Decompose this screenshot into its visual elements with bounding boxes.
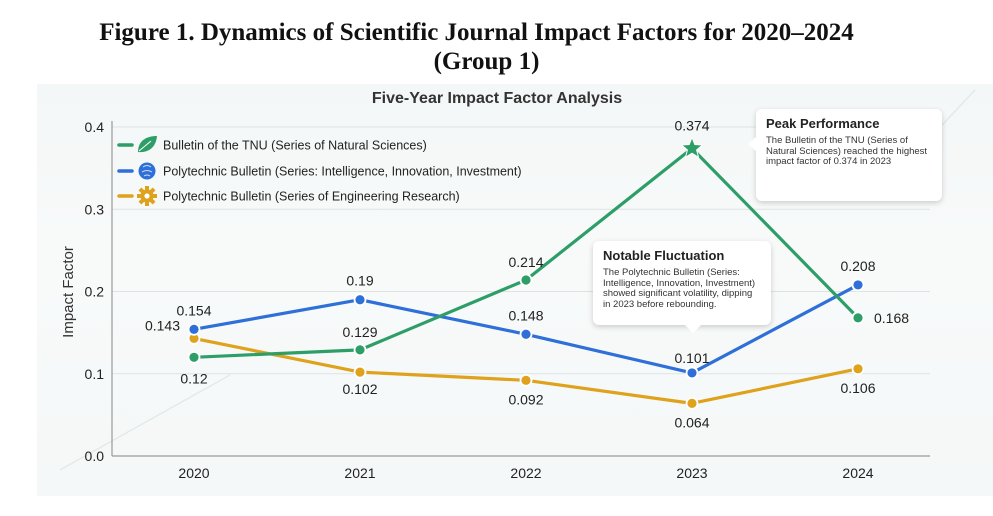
data-label: 0.102	[342, 381, 377, 397]
legend-item: Polytechnic Bulletin (Series of Engineer…	[117, 186, 460, 206]
figure-title-line2: (Group 1)	[433, 48, 540, 75]
peak-star-marker	[680, 136, 704, 159]
y-tick-label: 0.1	[85, 366, 105, 382]
gear-tooth	[145, 186, 149, 191]
data-point	[353, 343, 367, 357]
x-tick-label: 2024	[842, 465, 873, 481]
figure-title: Figure 1. Dynamics of Scientific Journal…	[0, 18, 993, 76]
data-label: 0.168	[874, 310, 909, 326]
data-point	[187, 350, 201, 364]
data-label: 0.101	[674, 350, 709, 366]
data-label: 0.129	[342, 324, 377, 340]
decorative-line	[59, 374, 231, 471]
x-tick-label: 2021	[344, 465, 375, 481]
series-orange	[187, 331, 865, 410]
data-point	[519, 273, 533, 287]
annotation-title: Peak Performance	[766, 116, 880, 131]
legend-item: Polytechnic Bulletin (Series: Intelligen…	[117, 162, 522, 180]
data-point	[685, 396, 699, 410]
data-label: 0.19	[346, 273, 373, 289]
data-point	[851, 278, 865, 292]
y-tick-label: 0.0	[85, 448, 105, 464]
data-label: 0.12	[180, 370, 207, 386]
data-label: 0.143	[145, 317, 180, 333]
data-point	[353, 293, 367, 307]
data-point	[685, 366, 699, 380]
brain-folds	[141, 165, 153, 177]
annotation-notable-fluctuation: Notable Fluctuation The Polytechnic Bull…	[593, 241, 771, 333]
data-label: 0.064	[674, 414, 709, 430]
legend-label: Polytechnic Bulletin (Series: Intelligen…	[163, 165, 522, 179]
figure-title-line1: Figure 1. Dynamics of Scientific Journal…	[99, 19, 854, 46]
legend-label: Polytechnic Bulletin (Series of Engineer…	[163, 190, 460, 204]
data-label: 0.106	[840, 380, 875, 396]
data-point	[851, 362, 865, 376]
leaf-vein	[138, 140, 152, 152]
x-tick-label: 2023	[676, 465, 707, 481]
data-labels: 0.12 0.129 0.214 0.374 0.168 0.154 0.19 0.148 0.…	[145, 117, 909, 430]
grid-lines	[111, 121, 930, 457]
y-axis-title: Impact Factor	[60, 246, 77, 338]
annotation-title: Notable Fluctuation	[603, 248, 725, 263]
data-label: 0.148	[508, 307, 543, 323]
series-group	[187, 136, 865, 410]
x-tick-label: 2022	[510, 465, 541, 481]
chart-title: Five-Year Impact Factor Analysis	[372, 90, 622, 107]
data-label: 0.154	[176, 302, 211, 318]
series-green	[187, 136, 865, 364]
data-point	[851, 311, 865, 325]
data-point	[187, 322, 201, 336]
data-label: 0.208	[840, 258, 875, 274]
gear-tooth	[145, 201, 149, 206]
legend-item: Bulletin of the TNU (Series of Natural S…	[117, 136, 427, 153]
y-axis-ticks: 0.0 0.1 0.2 0.3 0.4	[85, 119, 105, 464]
annotation-text: The Bulletin of the TNU (Series of Natur…	[766, 135, 928, 167]
x-tick-label: 2020	[178, 465, 209, 481]
series-blue	[187, 278, 865, 380]
data-point	[519, 373, 533, 387]
data-label: 0.214	[508, 254, 543, 270]
data-point	[519, 327, 533, 341]
legend-label: Bulletin of the TNU (Series of Natural S…	[163, 139, 427, 153]
data-point	[353, 365, 367, 379]
annotation-peak-performance: Peak Performance The Bulletin of the TNU…	[748, 109, 942, 201]
legend: Bulletin of the TNU (Series of Natural S…	[117, 136, 522, 206]
x-axis-ticks: 2020 2021 2022 2023 2024	[178, 465, 873, 481]
brain-icon	[138, 162, 156, 180]
data-label: 0.092	[508, 391, 543, 407]
gear-hole	[144, 193, 150, 199]
annotation-text: The Polytechnic Bulletin (Series: Intell…	[603, 267, 756, 310]
gear-icon	[137, 186, 157, 206]
y-tick-label: 0.3	[85, 201, 105, 217]
leaf-icon	[138, 136, 157, 153]
y-tick-label: 0.2	[85, 284, 105, 300]
data-label: 0.374	[674, 117, 709, 133]
y-tick-label: 0.4	[85, 119, 105, 135]
